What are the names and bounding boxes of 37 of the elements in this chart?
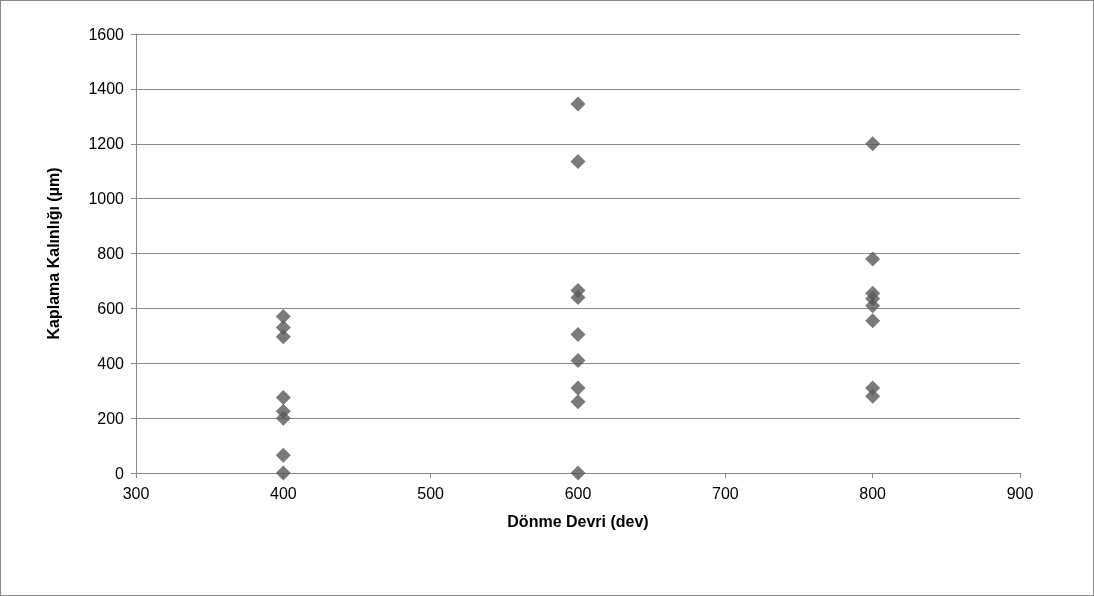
point [865, 136, 881, 152]
x-tick-label: 400 [269, 484, 297, 502]
point [570, 353, 586, 369]
y-tick-label: 600 [97, 299, 125, 317]
point [865, 298, 881, 314]
x-tick-label: 500 [417, 484, 445, 502]
x-tick-label: 700 [711, 484, 739, 502]
point [865, 313, 881, 329]
point [275, 309, 291, 325]
y-tick-label: 0 [115, 464, 125, 482]
y-tick-label: 1400 [88, 80, 125, 98]
y-tick-label: 1600 [88, 25, 125, 43]
point [275, 410, 291, 426]
x-tick-label: 800 [859, 484, 887, 502]
point [275, 465, 291, 481]
y-tick-label: 1000 [88, 190, 125, 208]
y-axis-title: Kaplama Kalınlığı (µm) [44, 167, 62, 340]
point [275, 447, 291, 463]
point [570, 380, 586, 396]
y-tick-label: 400 [97, 354, 125, 372]
x-axis-title: Dönme Devri (dev) [507, 512, 649, 530]
point [275, 390, 291, 406]
point [865, 388, 881, 404]
point [570, 465, 586, 481]
point [865, 251, 881, 267]
x-tick-label: 300 [122, 484, 150, 502]
point [275, 329, 291, 345]
y-tick-label: 200 [97, 409, 125, 427]
point [570, 289, 586, 305]
y-tick-label: 1200 [88, 135, 125, 153]
x-tick-label: 600 [564, 484, 592, 502]
x-tick-label: 900 [1006, 484, 1034, 502]
y-tick-label: 800 [97, 245, 125, 262]
point [570, 326, 586, 342]
point [570, 394, 586, 410]
point [570, 96, 586, 112]
point [570, 154, 586, 170]
